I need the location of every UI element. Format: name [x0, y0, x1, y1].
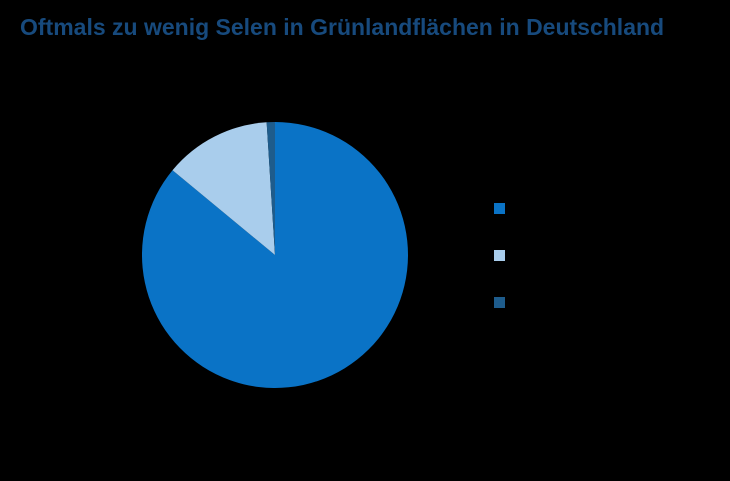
legend-item	[494, 297, 511, 308]
legend-swatch-slice1	[494, 203, 505, 214]
legend-swatch-slice3	[494, 297, 505, 308]
pie-slice-1	[142, 122, 408, 388]
pie-chart	[142, 122, 408, 388]
legend-item	[494, 250, 511, 261]
legend	[494, 203, 714, 313]
pie-slice-3	[266, 122, 275, 255]
legend-item	[494, 203, 511, 214]
legend-swatch-slice2	[494, 250, 505, 261]
chart-title: Oftmals zu wenig Selen in Grünlandfläche…	[20, 14, 665, 40]
pie-slice-2	[172, 122, 275, 255]
